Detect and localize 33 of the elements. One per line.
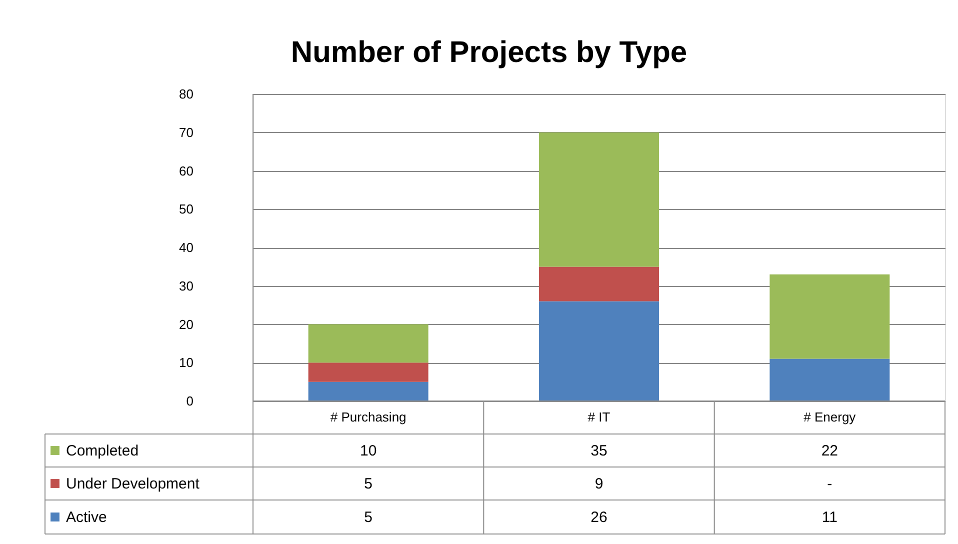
legend-label: Active xyxy=(66,509,107,526)
y-tick-label: 50 xyxy=(179,202,194,217)
bar xyxy=(308,362,428,382)
y-tick-label: 10 xyxy=(179,355,194,370)
y-tick-label: 70 xyxy=(179,124,194,140)
x-tick-label: # Purchasing xyxy=(330,410,406,424)
y-tick-label: 40 xyxy=(179,240,194,255)
data-label: 26 xyxy=(590,509,608,526)
bar xyxy=(770,358,890,401)
data-label: 22 xyxy=(821,442,838,460)
y-tick-label: 0 xyxy=(186,394,194,408)
data-label: 9 xyxy=(594,476,604,492)
y-tick-label: 80 xyxy=(179,86,194,102)
bar xyxy=(770,274,890,359)
legend-label: Completed xyxy=(66,442,139,460)
x-tick-label: # IT xyxy=(588,410,610,424)
data-label: 5 xyxy=(364,476,373,492)
y-tick-label: 30 xyxy=(179,278,194,294)
y-tick-label: 20 xyxy=(179,316,194,332)
x-tick-label: # Energy xyxy=(804,410,856,424)
data-label: 10 xyxy=(360,442,377,460)
data-label: 5 xyxy=(364,509,373,526)
text: - xyxy=(827,476,832,492)
data-label: 11 xyxy=(822,509,838,526)
data-label: 35 xyxy=(590,442,608,460)
bar xyxy=(539,132,659,267)
bar xyxy=(308,382,428,401)
chart-title: Number of Projects by Type xyxy=(290,36,688,69)
legend-label: Under Development xyxy=(66,476,200,492)
bar xyxy=(539,301,659,401)
bar xyxy=(308,324,428,363)
y-tick-label: 60 xyxy=(179,163,194,178)
bar xyxy=(539,266,659,302)
